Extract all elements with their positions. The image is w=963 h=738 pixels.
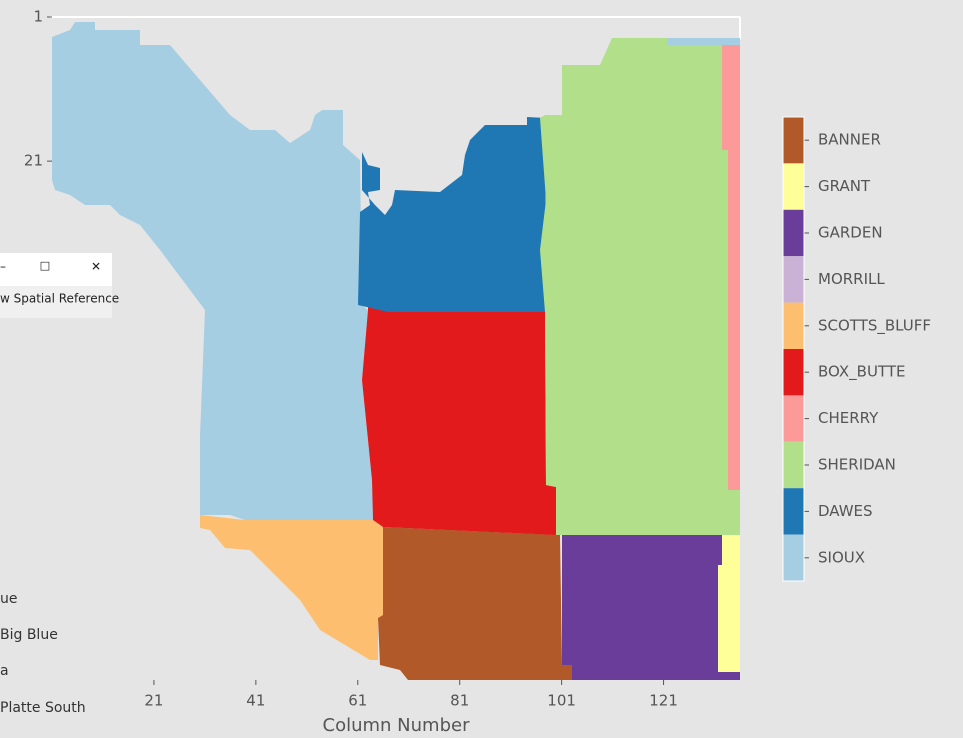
region [200, 515, 383, 660]
colorbar-label: GRANT [818, 177, 871, 195]
colorbar-swatch [783, 209, 804, 257]
menu-bar [0, 286, 112, 318]
colorbar-label: MORRILL [818, 270, 885, 288]
region [52, 22, 373, 520]
colorbar-swatch [783, 163, 804, 210]
colorbar-swatch [783, 349, 804, 396]
region [362, 305, 556, 535]
list-item[interactable]: Big Blue [0, 627, 58, 643]
colorbar-label: BANNER [818, 131, 881, 149]
colorbar-label: DAWES [818, 502, 873, 520]
window-button[interactable]: – [0, 260, 6, 274]
colorbar-swatch [783, 441, 804, 489]
x-tick-label: 21 [144, 692, 163, 710]
list-item[interactable]: a [0, 663, 9, 679]
colorbar-swatch [783, 256, 804, 303]
region [722, 45, 740, 490]
window-button[interactable]: ✕ [91, 260, 101, 274]
colorbar-swatch [783, 534, 804, 581]
colorbar-swatch [783, 488, 804, 535]
y-tick-label: 1 [33, 8, 43, 26]
x-tick-label: 101 [547, 692, 576, 710]
list-item[interactable]: Platte South [0, 700, 86, 716]
colorbar-label: CHERRY [818, 409, 879, 427]
y-tick-label: 21 [24, 152, 43, 170]
region [668, 38, 740, 45]
colorbar-swatch [783, 117, 804, 164]
region [562, 535, 740, 680]
region [540, 38, 740, 535]
colorbar-label: SHERIDAN [818, 456, 896, 474]
list-item[interactable]: ue [0, 591, 18, 607]
x-axis-label: Column Number [323, 715, 471, 736]
colorbar-swatch [783, 395, 804, 442]
x-tick-label: 61 [348, 692, 367, 710]
colorbar-label: SIOUX [818, 548, 865, 566]
window-fragment: – ☐ ✕ w Spatial Reference [0, 253, 119, 318]
region [358, 117, 546, 312]
colorbar-frame [782, 116, 805, 582]
region [718, 535, 740, 672]
x-tick-label: 41 [246, 692, 265, 710]
x-tick-label: 81 [450, 692, 469, 710]
colorbar-label: BOX_BUTTE [818, 363, 905, 382]
window-button[interactable]: ☐ [40, 260, 51, 274]
x-tick-label: 121 [649, 692, 678, 710]
colorbar-label: GARDEN [818, 224, 883, 242]
menu-item[interactable]: w Spatial Reference [0, 292, 119, 306]
region [378, 527, 572, 680]
colorbar-swatch [783, 302, 804, 349]
map [52, 22, 740, 680]
colorbar-label: SCOTTS_BLUFF [818, 316, 931, 335]
